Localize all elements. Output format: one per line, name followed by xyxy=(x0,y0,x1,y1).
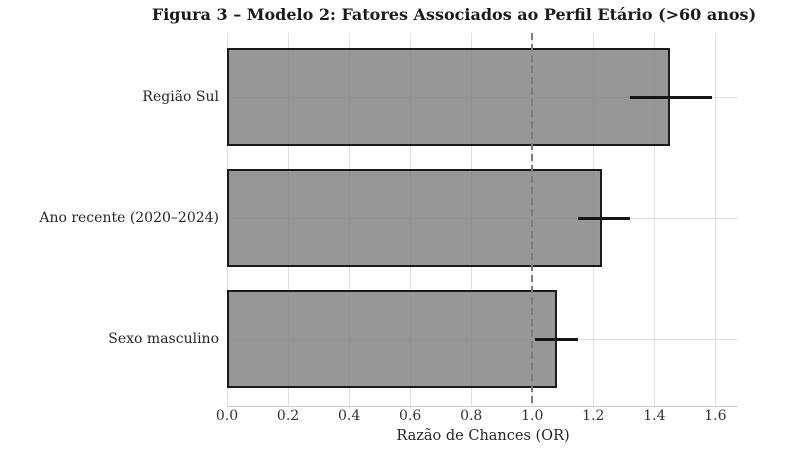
figure-title: Figura 3 – Modelo 2: Fatores Associados … xyxy=(151,5,757,24)
x-tick-label: 0.4 xyxy=(337,408,361,424)
bar xyxy=(227,48,670,146)
plot-area xyxy=(226,33,738,407)
x-tick-label: 0.2 xyxy=(276,408,300,424)
x-gridline xyxy=(653,33,655,406)
reference-line xyxy=(531,33,534,406)
error-bar xyxy=(535,337,579,341)
x-axis-spine xyxy=(227,406,738,407)
bar xyxy=(227,290,557,388)
x-tick-label: 1.0 xyxy=(521,408,544,424)
x-tick-label: 0.0 xyxy=(215,408,239,424)
y-axis-labels: Região Sul Ano recente (2020–2024) Sexo ma… xyxy=(0,33,219,406)
x-axis-tick-labels: 0.0 0.2 0.4 0.6 0.8 1.0 1.2 1.4 1.6 xyxy=(216,408,738,426)
x-gridline xyxy=(714,33,716,406)
x-tick-label: 1.6 xyxy=(704,408,727,424)
x-tick-label: 1.4 xyxy=(643,408,666,424)
error-bar xyxy=(629,95,713,99)
y-category-label: Sexo masculino xyxy=(108,331,219,347)
bar xyxy=(227,169,603,267)
x-axis-label: Razão de Chances (OR) xyxy=(396,428,570,444)
y-category-label: Ano recente (2020–2024) xyxy=(39,210,219,226)
x-tick-label: 1.2 xyxy=(582,408,605,424)
y-category-label: Região Sul xyxy=(142,89,219,105)
x-tick-label: 0.8 xyxy=(460,408,483,424)
error-bar xyxy=(578,216,630,220)
x-tick-label: 0.6 xyxy=(399,408,422,424)
